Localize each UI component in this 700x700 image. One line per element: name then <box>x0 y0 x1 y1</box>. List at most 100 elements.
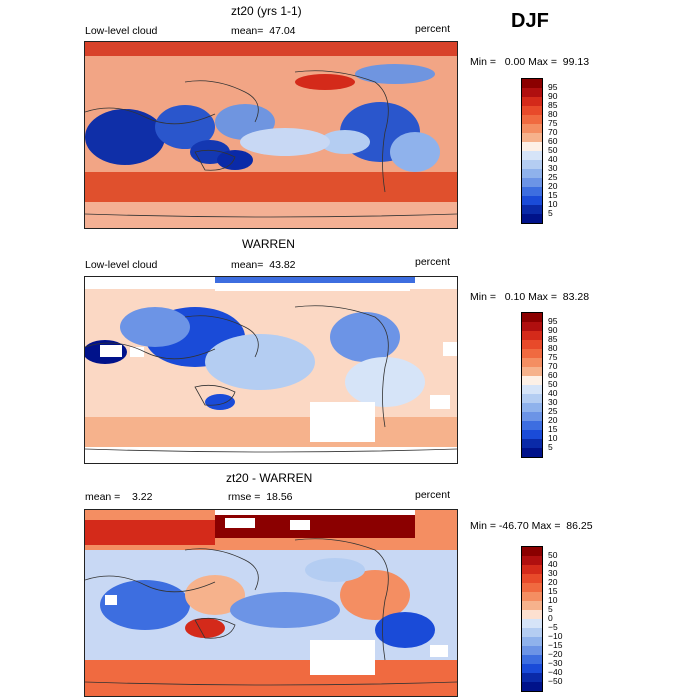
colorbar-label: 95 <box>548 82 558 92</box>
colorbar-swatch <box>522 448 542 457</box>
panel-2-center-label: mean= 43.82 <box>231 259 296 271</box>
panel-1-center-label: mean= 47.04 <box>231 25 296 37</box>
colorbar-label: 70 <box>548 127 558 137</box>
panel-2-left-label: Low-level cloud <box>85 259 158 271</box>
colorbar-label: 10 <box>548 199 558 209</box>
colorbar-swatch <box>522 214 542 223</box>
colorbar-label: 50 <box>548 379 558 389</box>
colorbar-label: −5 <box>548 622 558 632</box>
panel-3-left-label: mean = 3.22 <box>85 491 153 503</box>
panel-2-title: WARREN <box>242 237 295 251</box>
colorbar-swatch <box>522 313 542 322</box>
colorbar-swatch <box>522 583 542 592</box>
panel-2-colorbar-swatches <box>521 312 543 458</box>
colorbar-swatch <box>522 592 542 601</box>
colorbar-label: −15 <box>548 640 563 650</box>
colorbar-label: 85 <box>548 334 558 344</box>
colorbar-swatch <box>522 556 542 565</box>
colorbar-label: 60 <box>548 136 558 146</box>
colorbar-swatch <box>522 601 542 610</box>
colorbar-label: 5 <box>548 208 553 218</box>
panel-1-colorbar-swatches <box>521 78 543 224</box>
panel-3-map <box>84 509 458 697</box>
colorbar-label: 15 <box>548 190 558 200</box>
colorbar-swatch <box>522 565 542 574</box>
colorbar-label: 90 <box>548 325 558 335</box>
colorbar-label: 30 <box>548 397 558 407</box>
colorbar-label: 20 <box>548 181 558 191</box>
colorbar-swatch <box>522 142 542 151</box>
panel-3-minmax: Min = -46.70 Max = 86.25 <box>470 520 593 532</box>
colorbar-swatch <box>522 331 542 340</box>
colorbar-label: 25 <box>548 172 558 182</box>
colorbar-label: 50 <box>548 550 558 560</box>
colorbar-swatch <box>522 574 542 583</box>
colorbar-swatch <box>522 664 542 673</box>
colorbar-label: 70 <box>548 361 558 371</box>
panel-3-colorbar-swatches <box>521 546 543 692</box>
colorbar-swatch <box>522 430 542 439</box>
colorbar-label: 40 <box>548 388 558 398</box>
panel-1-title: zt20 (yrs 1-1) <box>231 4 302 18</box>
colorbar-swatch <box>522 610 542 619</box>
colorbar-label: 95 <box>548 316 558 326</box>
colorbar-swatch <box>522 133 542 142</box>
panel-3-center-label: rmse = 18.56 <box>228 491 293 503</box>
colorbar-label: 50 <box>548 145 558 155</box>
colorbar-swatch <box>522 187 542 196</box>
colorbar-label: 20 <box>548 415 558 425</box>
colorbar-label: 15 <box>548 424 558 434</box>
colorbar-label: 30 <box>548 163 558 173</box>
colorbar-swatch <box>522 421 542 430</box>
colorbar-label: 75 <box>548 352 558 362</box>
panel-2-minmax: Min = 0.10 Max = 83.28 <box>470 291 590 303</box>
colorbar-swatch <box>522 637 542 646</box>
colorbar-swatch <box>522 655 542 664</box>
colorbar-swatch <box>522 403 542 412</box>
colorbar-swatch <box>522 646 542 655</box>
colorbar-swatch <box>522 160 542 169</box>
colorbar-label: −40 <box>548 667 563 677</box>
colorbar-label: −50 <box>548 676 563 686</box>
colorbar-swatch <box>522 367 542 376</box>
panel-1-map <box>84 41 458 229</box>
colorbar-label: 75 <box>548 118 558 128</box>
colorbar-label: 10 <box>548 433 558 443</box>
colorbar-swatch <box>522 619 542 628</box>
colorbar-swatch <box>522 88 542 97</box>
colorbar-label: 25 <box>548 406 558 416</box>
colorbar-label: 20 <box>548 577 558 587</box>
colorbar-label: 0 <box>548 613 553 623</box>
colorbar-swatch <box>522 169 542 178</box>
colorbar-label: 80 <box>548 343 558 353</box>
colorbar-label: 80 <box>548 109 558 119</box>
colorbar-swatch <box>522 385 542 394</box>
colorbar-label: −30 <box>548 658 563 668</box>
colorbar-swatch <box>522 124 542 133</box>
colorbar-swatch <box>522 673 542 682</box>
colorbar-swatch <box>522 349 542 358</box>
colorbar-label: 40 <box>548 559 558 569</box>
colorbar-swatch <box>522 178 542 187</box>
colorbar-swatch <box>522 115 542 124</box>
colorbar-swatch <box>522 682 542 691</box>
colorbar-swatch <box>522 97 542 106</box>
panel-1-left-label: Low-level cloud <box>85 25 158 37</box>
colorbar-label: −20 <box>548 649 563 659</box>
colorbar-swatch <box>522 196 542 205</box>
colorbar-label: 15 <box>548 586 558 596</box>
colorbar-swatch <box>522 358 542 367</box>
panel-3-title: zt20 - WARREN <box>226 471 313 485</box>
colorbar-swatch <box>522 394 542 403</box>
panel-2-map <box>84 276 458 464</box>
colorbar-label: 5 <box>548 604 553 614</box>
colorbar-swatch <box>522 322 542 331</box>
panel-3-right-label: percent <box>415 489 451 501</box>
colorbar-swatch <box>522 376 542 385</box>
colorbar-label: 5 <box>548 442 553 452</box>
panel-1-right-label: percent <box>415 23 451 35</box>
colorbar-label: 10 <box>548 595 558 605</box>
colorbar-label: 30 <box>548 568 558 578</box>
colorbar-label: −10 <box>548 631 563 641</box>
colorbar-label: 85 <box>548 100 558 110</box>
